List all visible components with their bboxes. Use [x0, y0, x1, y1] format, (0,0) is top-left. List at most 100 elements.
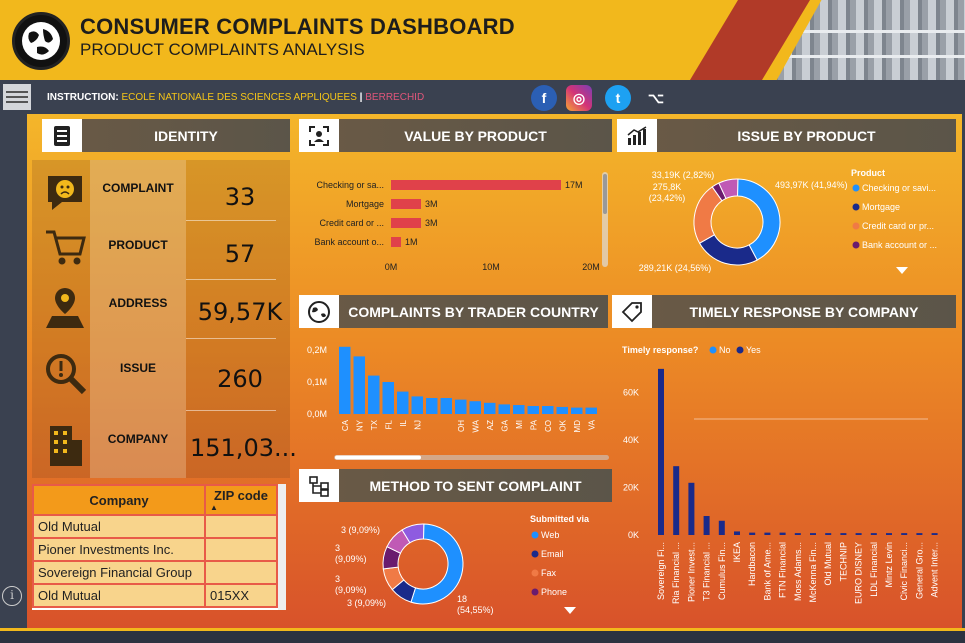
instruction-text: INSTRUCTION: ECOLE NATIONALE DES SCIENCE… [47, 92, 425, 103]
company-zip-table[interactable]: Company ZIP code ▲ Old Mutual Pioner Inve… [32, 484, 286, 610]
expand-chevron-icon [564, 607, 576, 614]
facebook-icon[interactable]: f [531, 85, 557, 111]
data-label: 1M [405, 237, 418, 247]
info-icon[interactable]: i [2, 586, 22, 606]
legend-marker [531, 569, 539, 577]
bar [513, 405, 525, 414]
data-label: 17M [565, 180, 583, 190]
globe-pin-icon [299, 295, 339, 328]
category-label: Cumulus Fin... [717, 542, 727, 600]
method-header: METHOD TO SENT COMPLAINT [299, 469, 612, 502]
pie-slice [401, 523, 425, 544]
category-label: Moss Adams... [793, 542, 803, 601]
issue-by-product-chart[interactable]: 493,97K (41,94%) 289,21K (24,56%) 275,8K(2… [617, 158, 956, 280]
category-label: Sovereign Fi... [656, 542, 666, 600]
legend-label: Mortgage [862, 202, 900, 212]
bar [498, 404, 510, 414]
category-label: McKenna Fin... [808, 542, 818, 603]
bar [855, 533, 862, 535]
data-label: 3 (9,09%) [341, 525, 380, 535]
expand-chevron-icon [896, 267, 908, 274]
tick-label: 0M [385, 262, 398, 272]
column-header-zip[interactable]: ZIP code ▲ [204, 484, 278, 516]
data-label: 3 [335, 574, 340, 584]
legend-label: Fax [541, 568, 557, 578]
category-label: MI [515, 420, 524, 429]
identity-label-column [90, 160, 186, 478]
bar [484, 402, 496, 414]
legend-label: Yes [746, 345, 761, 355]
category-label: Checking or sa... [316, 180, 384, 190]
bar [764, 532, 771, 535]
complaints-by-country-chart[interactable]: 0,0M 0,1M 0,2M CA NY TX FL IL NJ OH WA AZ GA MI PA CO OK… [299, 330, 612, 465]
complaints-by-country-header: COMPLAINTS BY TRADER COUNTRY [299, 295, 608, 328]
bar [658, 368, 664, 535]
value-by-product-chart[interactable]: Checking or sa... 17M Mortgage 3M Credit car… [299, 158, 612, 280]
legend-title: Timely response? [622, 345, 698, 355]
instagram-icon[interactable]: ◎ [566, 85, 592, 111]
data-label: 18 [457, 594, 467, 604]
data-label: 3 [335, 543, 340, 553]
table-row[interactable]: Old Mutual 015XX [32, 583, 278, 608]
column-header-company[interactable]: Company [32, 484, 206, 516]
method-chart[interactable]: 18(54,55%)3 (9,09%)3(9,09%)3(9,09%)3 (9,… [299, 504, 612, 622]
data-label: (54,55%) [457, 605, 494, 615]
category-label: MD [573, 420, 582, 433]
tick-label: 0,2M [307, 345, 327, 355]
category-label: NY [355, 419, 364, 431]
table-row[interactable]: Old Mutual [32, 514, 278, 539]
bar [382, 382, 394, 414]
sort-ascending-icon: ▲ [210, 503, 218, 512]
tick-label: 10M [482, 262, 500, 272]
twitter-icon[interactable]: t [605, 85, 631, 111]
bar [426, 398, 438, 414]
bar [556, 406, 568, 414]
data-label: 3M [425, 199, 438, 209]
building-icon [50, 426, 82, 466]
timely-response-chart[interactable]: Timely response? No Yes 0K 20K 40K 60K Sovereig… [612, 330, 956, 622]
timely-response-header: TIMELY RESPONSE BY COMPANY [612, 295, 956, 328]
bar [901, 533, 908, 535]
legend-marker [852, 222, 860, 230]
hamburger-menu-icon[interactable] [3, 84, 31, 110]
category-label: VA [587, 419, 596, 430]
legend-label: Web [541, 530, 559, 540]
page-title: CONSUMER COMPLAINTS DASHBOARD [80, 14, 515, 39]
legend-marker [531, 588, 539, 596]
category-label: NJ [413, 420, 422, 430]
category-label: Old Mutual [823, 542, 833, 586]
bar [931, 533, 938, 535]
identity-header: IDENTITY [42, 119, 290, 152]
legend-marker [852, 203, 860, 211]
bar [391, 237, 401, 247]
category-label: EURO DISNEY [854, 542, 864, 604]
data-label: 275,8K [653, 182, 682, 192]
category-label: Mortgage [346, 199, 384, 209]
legend-marker [531, 531, 539, 539]
pie-slice [410, 523, 464, 605]
table-row[interactable]: Pioner Investments Inc. [32, 537, 278, 562]
bar [339, 346, 351, 414]
bar [527, 406, 539, 414]
bar [368, 375, 380, 414]
bar [840, 533, 847, 535]
category-label: GA [500, 419, 509, 431]
legend-label: No [719, 345, 731, 355]
category-label: Ria Financial ... [671, 542, 681, 604]
bar [411, 396, 423, 414]
category-label: FL [384, 419, 393, 429]
tick-label: 60K [623, 388, 639, 398]
github-icon[interactable]: ⌥ [643, 85, 669, 111]
flow-diagram-icon [299, 469, 339, 502]
bar [673, 466, 680, 535]
table-scrollbar[interactable] [278, 484, 286, 610]
bar [469, 401, 481, 414]
bar [440, 398, 452, 414]
bar [391, 180, 561, 190]
globe-logo-icon [12, 12, 70, 70]
category-label: LDL Financial [869, 542, 879, 597]
table-row[interactable]: Sovereign Financial Group [32, 560, 278, 585]
category-label: PA [529, 419, 538, 430]
bar [703, 516, 710, 535]
legend-label: Checking or savi... [862, 183, 936, 193]
